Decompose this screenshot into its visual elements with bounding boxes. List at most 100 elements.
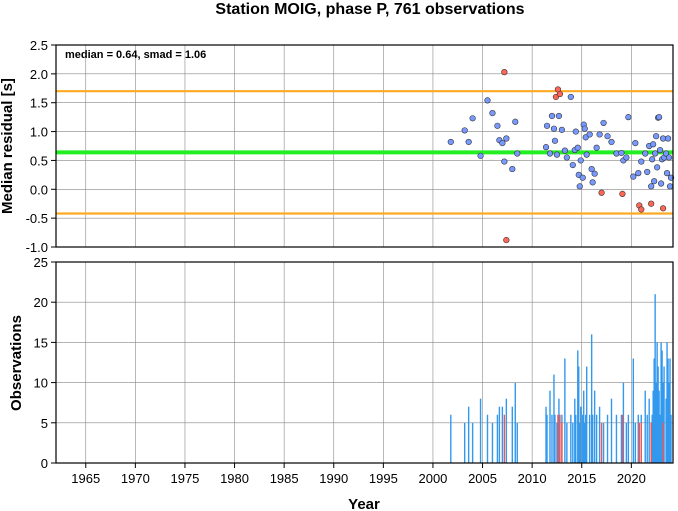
residual-point xyxy=(604,133,611,140)
bottom-y-tick-label: 15 xyxy=(34,335,48,350)
residual-point xyxy=(469,115,476,122)
observation-bar xyxy=(644,390,646,463)
bottom-y-tick-label: 25 xyxy=(34,255,48,270)
x-ticks: 1965 1970 1975 1980 1985 1990 1995 2000 2005 2010… xyxy=(71,463,646,486)
observation-bar xyxy=(557,414,559,463)
residual-point xyxy=(589,179,596,186)
residual-point xyxy=(447,138,454,146)
observation-bar xyxy=(632,358,635,463)
residual-point xyxy=(576,183,583,190)
observation-bar xyxy=(467,406,470,463)
top-y-tick-label: 0.5 xyxy=(30,153,48,168)
x-tick-label: 1965 xyxy=(71,471,100,486)
observation-bar xyxy=(558,398,560,463)
residual-point xyxy=(477,152,484,159)
top-y-tick-label: 0.0 xyxy=(30,182,48,197)
observation-bar xyxy=(621,414,624,463)
residual-point xyxy=(548,112,556,120)
residual-point xyxy=(572,128,579,135)
observation-bar xyxy=(516,422,518,463)
residual-point xyxy=(642,150,649,157)
residual-point xyxy=(546,150,554,157)
residual-point xyxy=(644,168,651,176)
residual-point xyxy=(574,144,581,151)
residual-point xyxy=(591,170,598,177)
top-y-tick-label: -1.0 xyxy=(26,240,48,255)
reference-lines xyxy=(56,90,673,215)
residual-point xyxy=(503,135,510,142)
top-y-tick-label: -0.5 xyxy=(26,211,48,226)
top-y-ticks: -1.0 -0.5 0.0 0.5 1.0 1.5 2.0 2.5 xyxy=(26,38,56,255)
residual-point xyxy=(657,180,665,187)
bottom-y-tick-label: 10 xyxy=(34,376,48,391)
x-tick-label: 2015 xyxy=(567,471,596,486)
observation-bar xyxy=(591,414,594,463)
observation-bar xyxy=(471,422,474,463)
observation-bar xyxy=(545,406,547,463)
residual-point xyxy=(484,97,491,104)
residual-point xyxy=(659,205,667,212)
top-y-tick-label: 1.5 xyxy=(30,96,48,111)
residual-point xyxy=(623,154,630,161)
top-y-tick-label: 2.0 xyxy=(30,67,48,82)
observation-bar xyxy=(662,422,664,463)
observation-bar xyxy=(575,414,577,463)
residual-point xyxy=(650,141,657,148)
residual-point xyxy=(494,122,501,129)
observation-bar xyxy=(577,350,579,463)
observation-bar xyxy=(498,406,501,463)
observation-bar xyxy=(546,414,548,463)
residual-point xyxy=(553,151,561,158)
x-tick-label: 1970 xyxy=(121,471,150,486)
residual-point xyxy=(465,138,472,146)
observation-bar xyxy=(511,406,514,463)
residual-point xyxy=(583,151,590,158)
observation-bar xyxy=(570,414,572,463)
observation-bar xyxy=(653,358,655,463)
observation-bar xyxy=(584,422,586,463)
observation-bar xyxy=(627,414,630,463)
residual-point xyxy=(600,119,607,127)
residual-point xyxy=(651,178,658,185)
bottom-y-tick-label: 20 xyxy=(34,295,48,310)
observation-bar xyxy=(556,422,558,463)
observation-bar xyxy=(514,382,516,463)
residual-point xyxy=(551,137,559,144)
x-tick-label: 2000 xyxy=(418,471,447,486)
x-tick-label: 1980 xyxy=(220,471,249,486)
residual-point xyxy=(514,150,521,157)
residual-points xyxy=(447,69,675,244)
observation-bar xyxy=(505,398,508,463)
x-tick-label: 1990 xyxy=(319,471,348,486)
observation-bar xyxy=(582,414,584,463)
observation-bar xyxy=(549,390,551,463)
observation-bar xyxy=(646,414,648,463)
residual-point xyxy=(556,90,564,98)
residual-point xyxy=(509,165,516,173)
observation-bar xyxy=(598,406,601,463)
observation-bar xyxy=(561,422,563,463)
observation-bar xyxy=(640,422,642,463)
bottom-panel: 0 5 10 15 20 25 1965 1970 1975 1980 1985 1990 1995 2… xyxy=(8,255,674,511)
observation-bar xyxy=(566,422,568,463)
residual-point xyxy=(567,93,574,101)
observation-bar xyxy=(655,382,657,463)
observation-bar xyxy=(656,342,658,463)
observation-bar xyxy=(479,398,482,463)
observation-bar xyxy=(660,342,662,463)
residual-point xyxy=(619,190,626,198)
observation-bar xyxy=(659,414,661,463)
x-tick-label: 2020 xyxy=(617,471,646,486)
observation-bar xyxy=(588,414,591,463)
residual-point xyxy=(512,118,519,125)
observation-bar xyxy=(593,390,596,463)
observation-bar xyxy=(650,422,652,463)
residual-point xyxy=(598,189,605,196)
residual-point xyxy=(563,154,570,161)
observation-bar xyxy=(579,422,581,463)
residual-point xyxy=(588,165,595,173)
bottom-y-tick-label: 5 xyxy=(41,416,48,431)
observation-bar xyxy=(625,422,628,463)
residual-point xyxy=(550,125,558,132)
